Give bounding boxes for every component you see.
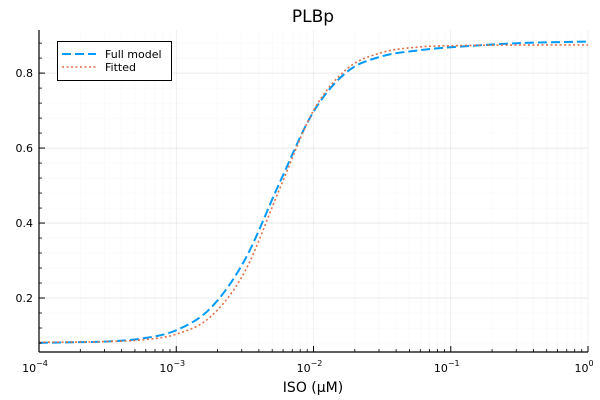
- x-tick-exponent: 0: [588, 359, 593, 368]
- x-tick-label: 10−2: [297, 359, 323, 375]
- legend-label-fitted: Fitted: [105, 61, 136, 74]
- x-axis-label: ISO (μM): [283, 380, 343, 396]
- x-tick-base: 10: [574, 362, 588, 375]
- x-tick-label: 10−1: [434, 359, 460, 375]
- x-tick-exponent: −2: [311, 359, 323, 368]
- legend-label-full-model: Full model: [105, 48, 162, 61]
- x-tick-base: 10: [22, 362, 36, 375]
- y-tick-label: 0.6: [16, 142, 34, 155]
- legend: Full model Fitted: [57, 41, 172, 81]
- x-tick-exponent: −4: [36, 359, 48, 368]
- legend-box: [57, 41, 172, 81]
- x-tick-base: 10: [159, 362, 173, 375]
- x-tick-exponent: −1: [448, 359, 460, 368]
- y-tick-label: 0.4: [16, 217, 34, 230]
- x-tick-label: 100: [574, 359, 593, 375]
- x-tick-base: 10: [297, 362, 311, 375]
- grid: [38, 30, 589, 352]
- x-tick-exponent: −3: [173, 359, 185, 368]
- x-tick-label: 10−4: [22, 359, 48, 375]
- x-tick-base: 10: [434, 362, 448, 375]
- y-tick-label: 0.2: [16, 292, 34, 305]
- x-tick-label: 10−3: [159, 359, 185, 375]
- chart-title: PLBp: [292, 7, 334, 27]
- series-line-fitted: [38, 44, 589, 344]
- series-layer: [38, 40, 589, 344]
- y-tick-label: 0.8: [16, 67, 34, 80]
